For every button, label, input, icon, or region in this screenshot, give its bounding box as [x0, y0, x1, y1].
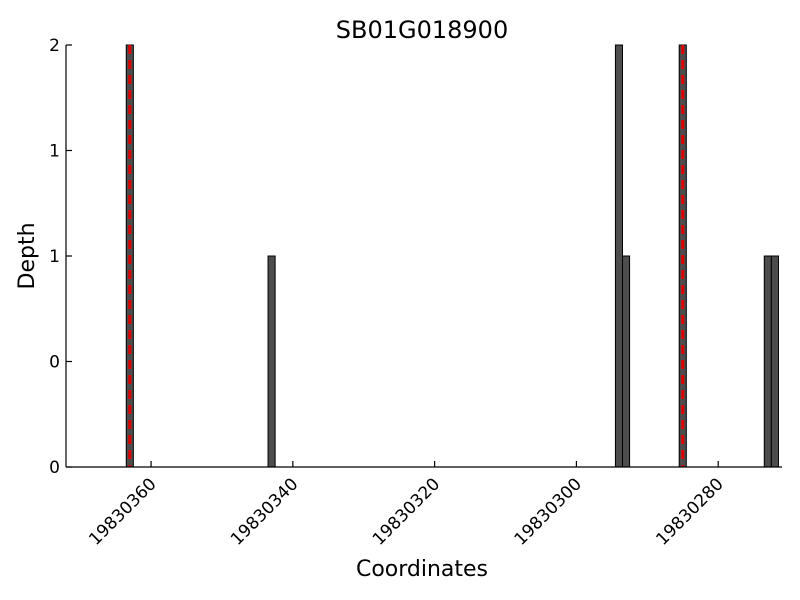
y-tick-label-4: 2 — [49, 36, 60, 56]
bar-6 — [770, 255, 779, 468]
bar-5 — [763, 255, 772, 468]
bars-layer — [125, 44, 779, 468]
x-axis-label: Coordinates — [356, 557, 488, 582]
bar-2 — [614, 44, 623, 468]
x-tick-label-3: 19830300 — [511, 474, 586, 549]
x-tick-label-4: 19830280 — [652, 474, 727, 549]
y-axis-label: Depth — [15, 222, 40, 289]
y-ticks: 0 0 1 1 2 — [49, 36, 72, 478]
markers-layer — [128, 45, 685, 467]
chart-title: SB01G018900 — [336, 16, 508, 44]
x-tick-label-0: 19830360 — [85, 474, 160, 549]
y-tick-label-2: 1 — [49, 247, 60, 267]
y-tick-label-1: 0 — [49, 353, 60, 373]
x-tick-label-2: 19830320 — [369, 474, 444, 549]
bar-3 — [622, 255, 631, 468]
y-tick-label-0: 0 — [49, 458, 60, 478]
x-ticks: 19830360 19830340 19830320 19830300 19830280 — [85, 461, 728, 550]
y-tick-label-3: 1 — [49, 142, 60, 162]
bar-1 — [267, 255, 276, 468]
x-tick-label-1: 19830340 — [227, 474, 302, 549]
